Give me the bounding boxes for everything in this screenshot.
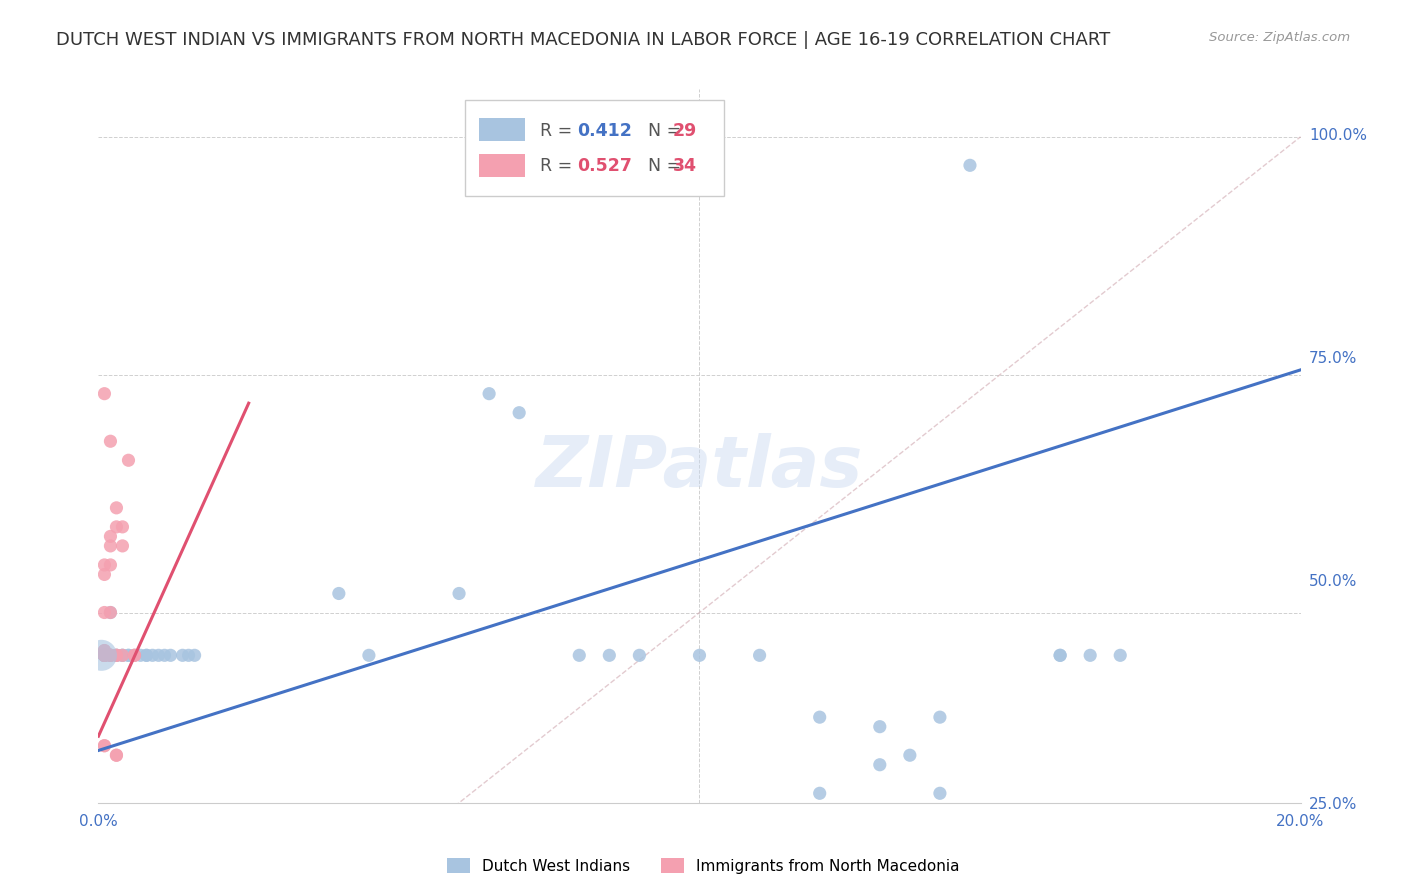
Text: 0.412: 0.412	[576, 121, 631, 139]
Legend: Dutch West Indians, Immigrants from North Macedonia: Dutch West Indians, Immigrants from Nort…	[440, 852, 966, 880]
Point	[93, 648, 115, 663]
Point	[141, 648, 163, 663]
Point	[100, 648, 122, 663]
Point	[172, 648, 194, 663]
Text: Source: ZipAtlas.com: Source: ZipAtlas.com	[1209, 31, 1350, 45]
Point	[598, 648, 620, 663]
Point	[869, 720, 891, 734]
Point	[1109, 648, 1132, 663]
Point	[124, 648, 146, 663]
Point	[93, 648, 115, 663]
Point	[93, 643, 115, 657]
Point	[1049, 648, 1071, 663]
Point	[100, 606, 122, 620]
Point	[93, 739, 115, 753]
Point	[93, 643, 115, 657]
Point	[177, 648, 200, 663]
Text: R =: R =	[540, 157, 578, 175]
Point	[105, 648, 128, 663]
Text: N =: N =	[637, 157, 686, 175]
Point	[1049, 648, 1071, 663]
Point	[124, 648, 146, 663]
Point	[959, 158, 981, 172]
Point	[508, 406, 530, 420]
Point	[93, 567, 115, 582]
Point	[100, 539, 122, 553]
Point	[105, 500, 128, 515]
Point	[117, 648, 139, 663]
Point	[898, 748, 921, 763]
Bar	[479, 119, 526, 141]
Point	[568, 648, 591, 663]
Point	[748, 648, 770, 663]
Point	[105, 648, 128, 663]
Point	[93, 648, 115, 663]
Point	[869, 757, 891, 772]
Point	[100, 529, 122, 543]
Point	[100, 606, 122, 620]
Point	[135, 648, 157, 663]
Point	[111, 648, 134, 663]
Point	[447, 586, 470, 600]
Text: R =: R =	[540, 121, 578, 139]
Point	[93, 386, 115, 401]
Point	[111, 520, 134, 534]
Point	[93, 648, 115, 663]
Bar	[479, 154, 526, 177]
Point	[93, 648, 115, 663]
Text: ZIPatlas: ZIPatlas	[536, 433, 863, 502]
Point	[105, 748, 128, 763]
Text: 29: 29	[673, 121, 697, 139]
Point	[357, 648, 380, 663]
Point	[929, 786, 952, 800]
Point	[159, 648, 181, 663]
Point	[117, 453, 139, 467]
Text: N =: N =	[637, 121, 686, 139]
Point	[93, 648, 115, 663]
Point	[135, 648, 157, 663]
Point	[111, 648, 134, 663]
Point	[929, 710, 952, 724]
Point	[93, 648, 115, 663]
FancyBboxPatch shape	[465, 100, 724, 196]
Point	[183, 648, 205, 663]
Point	[93, 648, 115, 663]
Point	[689, 843, 711, 857]
Point	[100, 648, 122, 663]
Text: 0.527: 0.527	[576, 157, 631, 175]
Point	[328, 586, 350, 600]
Point	[90, 648, 112, 663]
Point	[129, 648, 152, 663]
Point	[689, 648, 711, 663]
Point	[93, 739, 115, 753]
Point	[117, 648, 139, 663]
Point	[93, 648, 115, 663]
Point	[808, 710, 831, 724]
Point	[153, 648, 176, 663]
Point	[689, 158, 711, 172]
Point	[808, 786, 831, 800]
Point	[628, 648, 651, 663]
Point	[111, 648, 134, 663]
Point	[111, 539, 134, 553]
Point	[124, 648, 146, 663]
Point	[100, 434, 122, 449]
Text: 34: 34	[673, 157, 697, 175]
Point	[478, 386, 501, 401]
Point	[100, 648, 122, 663]
Point	[100, 648, 122, 663]
Point	[93, 558, 115, 572]
Point	[93, 606, 115, 620]
Point	[105, 648, 128, 663]
Point	[148, 648, 170, 663]
Point	[105, 648, 128, 663]
Point	[105, 520, 128, 534]
Text: DUTCH WEST INDIAN VS IMMIGRANTS FROM NORTH MACEDONIA IN LABOR FORCE | AGE 16-19 : DUTCH WEST INDIAN VS IMMIGRANTS FROM NOR…	[56, 31, 1111, 49]
Point	[100, 558, 122, 572]
Point	[93, 648, 115, 663]
Point	[100, 648, 122, 663]
Point	[1078, 648, 1101, 663]
Point	[105, 748, 128, 763]
